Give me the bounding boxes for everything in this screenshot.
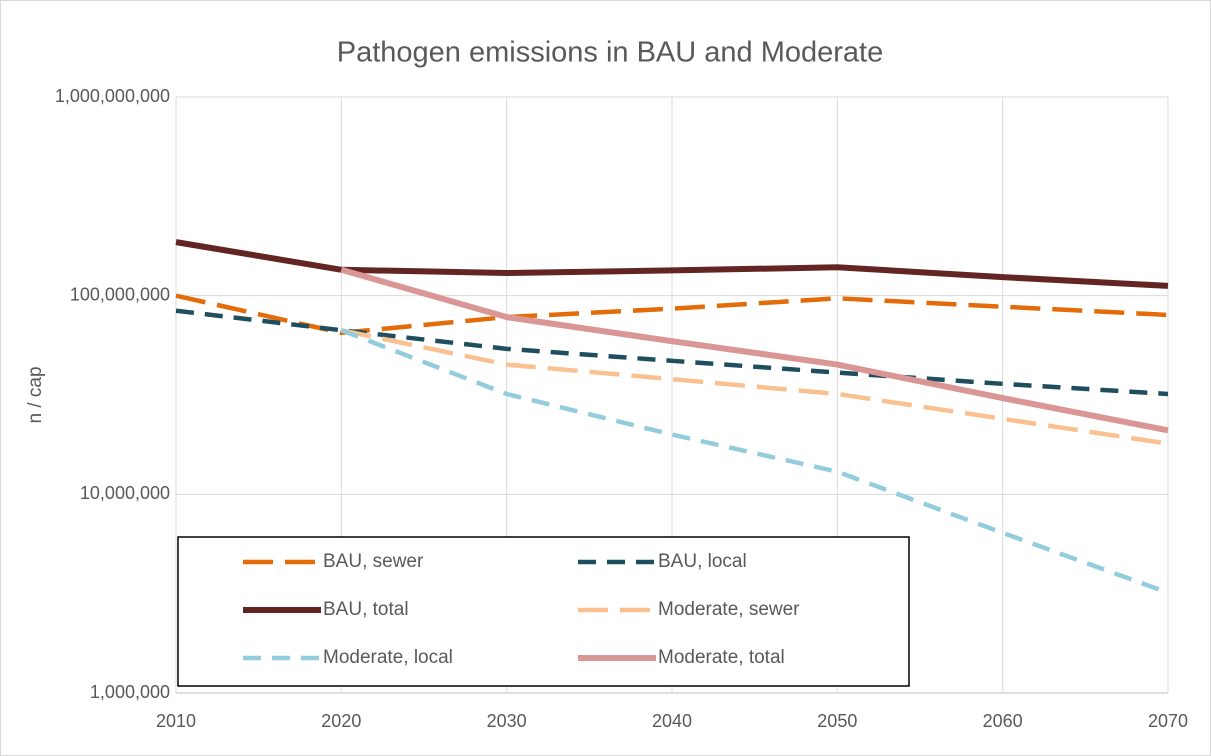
legend: BAU, sewer BAU, local BAU, total Moderate, … [177, 536, 910, 687]
x-tick-label: 2050 [817, 711, 857, 731]
y-tick-label: 1,000,000 [90, 682, 170, 702]
series-line [175, 239, 1169, 289]
legend-label: Moderate, total [658, 647, 785, 668]
y-tick-label: 1,000,000,000 [55, 86, 170, 106]
x-tick-label: 2070 [1148, 711, 1188, 731]
series-line [175, 308, 1169, 397]
series-line [340, 328, 1169, 595]
series-line [340, 266, 1169, 434]
x-tick-label: 2030 [487, 711, 527, 731]
chart-title: Pathogen emissions in BAU and Moderate [337, 37, 883, 69]
series-line [340, 328, 1169, 446]
x-tick-label: 2010 [156, 711, 196, 731]
x-tick-label: 2060 [983, 711, 1023, 731]
y-axis-label: n / cap [25, 366, 46, 423]
legend-label: BAU, local [658, 551, 747, 572]
legend-label: BAU, total [323, 599, 409, 620]
y-tick-label: 10,000,000 [80, 483, 170, 503]
legend-label: Moderate, local [323, 647, 453, 668]
series-line [175, 293, 1169, 336]
legend-label: Moderate, sewer [658, 599, 800, 620]
y-tick-label: 100,000,000 [70, 284, 170, 304]
x-tick-label: 2040 [652, 711, 692, 731]
x-tick-label: 2020 [321, 711, 361, 731]
legend-label: BAU, sewer [323, 551, 424, 572]
